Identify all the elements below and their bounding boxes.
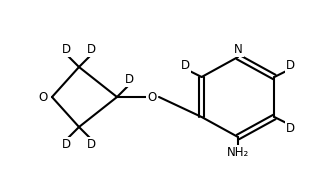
Text: D: D	[125, 73, 134, 86]
Text: D: D	[62, 138, 71, 151]
Text: D: D	[286, 59, 295, 72]
Text: D: D	[87, 138, 96, 151]
Text: D: D	[181, 59, 190, 72]
Text: N: N	[234, 42, 242, 55]
Text: NH₂: NH₂	[227, 147, 249, 160]
Text: D: D	[286, 122, 295, 135]
Text: O: O	[38, 91, 48, 103]
Text: D: D	[87, 43, 96, 56]
Text: O: O	[147, 91, 156, 103]
Text: D: D	[62, 43, 71, 56]
